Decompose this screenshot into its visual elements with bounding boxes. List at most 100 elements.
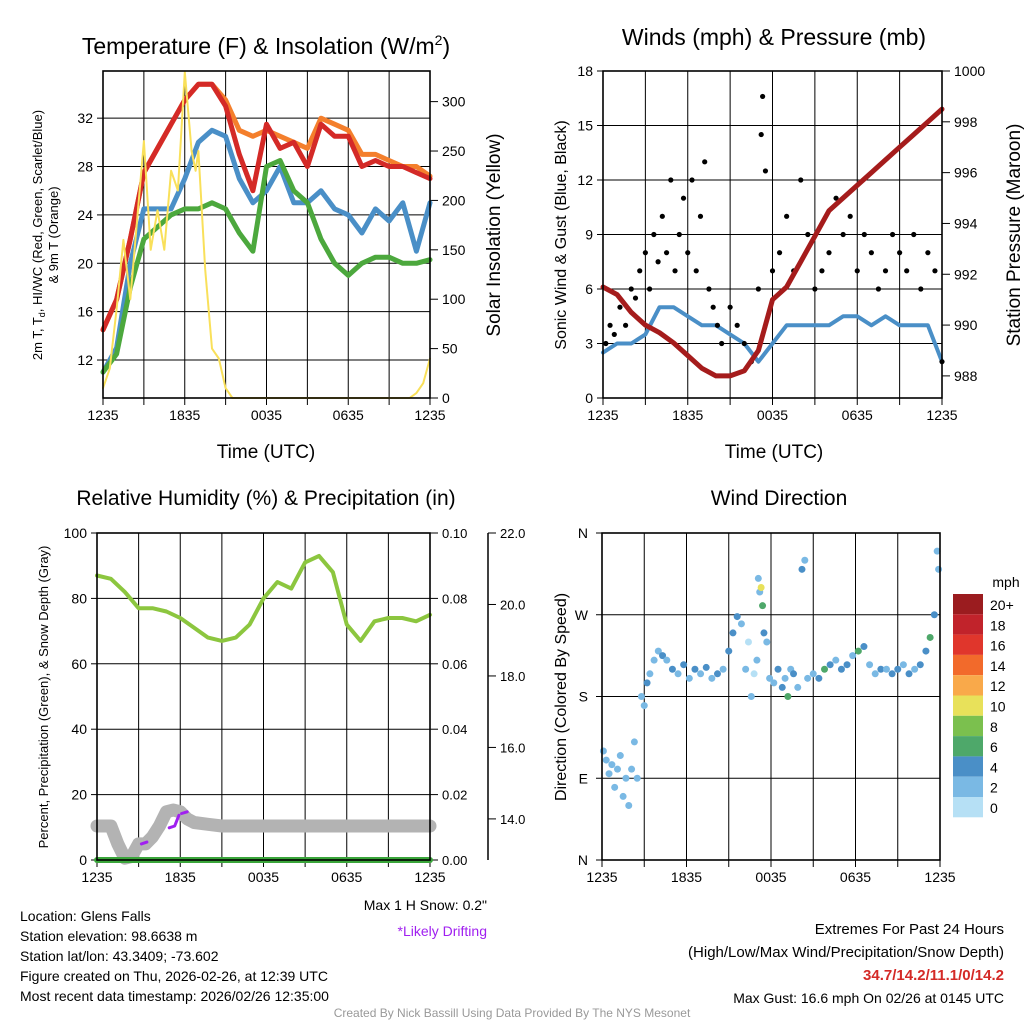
direction-point — [760, 629, 768, 637]
direction-point — [702, 663, 710, 671]
gust-point — [663, 250, 670, 256]
legend-swatch — [953, 614, 983, 635]
direction-point — [930, 611, 938, 619]
y-tick-label: 6 — [585, 281, 593, 297]
y2-tick-label: 50 — [442, 341, 458, 357]
direction-point — [599, 747, 607, 755]
elevation: Station elevation: 98.6638 m — [20, 928, 198, 944]
location: Location: Glens Falls — [20, 908, 151, 924]
gust-point — [607, 322, 613, 328]
chart-title: Winds (mph) & Pressure (mb) — [622, 24, 926, 50]
gust-point — [805, 231, 811, 238]
direction-point — [643, 679, 651, 687]
y2-tick-label: 0 — [442, 390, 450, 406]
gust-point — [676, 231, 682, 238]
y-tick-label: 60 — [71, 656, 87, 672]
extremes-values: 34.7/14.2/11.1/0/14.2 — [863, 967, 1004, 984]
direction-point — [729, 629, 737, 637]
gust-point — [812, 286, 818, 292]
x-tick-label: 1235 — [81, 869, 112, 885]
y-tick-label: 0 — [79, 852, 87, 868]
direction-point — [753, 656, 761, 664]
y-tick-label: 0 — [585, 390, 593, 406]
direction-point — [674, 670, 682, 678]
x-tick-label: 1235 — [924, 869, 955, 885]
direction-point — [837, 665, 845, 673]
gust-point — [655, 259, 661, 265]
gust-point — [672, 268, 678, 274]
gust-point — [889, 231, 896, 238]
gust-point — [697, 213, 704, 219]
x-tick-label: 0035 — [251, 407, 282, 423]
y-axis-label: Sonic Wind & Gust (Blue, Black) — [553, 120, 570, 349]
gust-point — [603, 340, 609, 347]
y-axis-label: 2m T, Td, HI/WC (Red, Green, Scarlet/Blu… — [30, 110, 47, 360]
y-axis-label-line2: & 9m T (Orange) — [46, 186, 61, 283]
gust-point — [861, 231, 867, 238]
legend-swatch — [953, 654, 983, 676]
x-tick-label: 1235 — [414, 407, 445, 423]
y-tick-label: 9 — [585, 227, 593, 243]
temp-border — [102, 70, 431, 399]
chart-title: Temperature (F) & Insolation (W/m2) — [82, 32, 450, 59]
y-tick-label: 28 — [77, 159, 93, 175]
y-tick-label: 24 — [77, 207, 93, 223]
gust-point — [925, 250, 931, 256]
y2-tick-label: 0.06 — [442, 657, 467, 672]
x-tick-label: 0035 — [755, 869, 786, 885]
gust-point — [710, 304, 716, 310]
legend-label: 12 — [990, 678, 1006, 694]
direction-point — [821, 665, 829, 673]
figure-created: Figure created on Thu, 2026-02-26, at 12… — [20, 968, 328, 984]
series-pressure — [600, 106, 945, 379]
x-tick-label: 0035 — [757, 407, 788, 423]
y2-tick-label: 1000 — [954, 63, 985, 79]
gust-point — [882, 268, 889, 274]
chart-title: Relative Humidity (%) & Precipitation (i… — [76, 487, 455, 510]
y-tick-label: N — [578, 525, 588, 541]
dir-border — [601, 532, 941, 861]
gust-point — [689, 177, 695, 183]
direction-point — [899, 661, 907, 669]
series-drifting — [180, 810, 189, 815]
direction-point — [668, 665, 676, 673]
y-tick-label: 12 — [577, 172, 593, 188]
y-tick-label: S — [579, 689, 588, 705]
x-tick-label: 1835 — [169, 407, 200, 423]
y2-tick-label: 0.04 — [442, 722, 467, 737]
direction-point — [790, 670, 798, 678]
gust-point — [702, 159, 708, 165]
direction-point — [630, 738, 638, 746]
gust-point — [680, 195, 687, 201]
legend-swatch — [953, 634, 983, 655]
direction-point — [770, 679, 778, 687]
direction-point — [622, 774, 630, 782]
direction-point — [911, 665, 919, 673]
x-tick-label: 0635 — [333, 407, 364, 423]
y2-tick-label: 998 — [954, 114, 978, 130]
direction-point — [742, 665, 750, 673]
direction-point — [798, 565, 806, 573]
gust-point — [758, 131, 764, 138]
direction-point — [605, 770, 613, 778]
direction-point — [905, 670, 913, 678]
direction-point — [744, 638, 752, 646]
x-tick-label: 0635 — [842, 407, 873, 423]
recent-timestamp: Most recent data timestamp: 2026/02/26 1… — [20, 988, 329, 1004]
legend-swatch — [953, 797, 983, 818]
direction-point — [759, 602, 767, 610]
direction-point — [781, 674, 789, 682]
x-tick-label: 1235 — [586, 869, 617, 885]
legend-swatch — [953, 715, 983, 737]
y-axis-label: Direction (Colored By Speed) — [553, 593, 570, 801]
wind-border — [602, 70, 943, 399]
gust-point — [693, 268, 699, 274]
direction-point — [750, 670, 758, 678]
y2-axis-label: Solar Insolation (Yellow) — [484, 133, 505, 336]
chart-title: Wind Direction — [711, 487, 848, 510]
direction-point — [888, 670, 896, 678]
series-snow-depth — [90, 803, 437, 865]
direction-point — [719, 665, 727, 673]
y-tick-label: 18 — [577, 63, 593, 79]
legend-label: 20+ — [990, 597, 1014, 613]
